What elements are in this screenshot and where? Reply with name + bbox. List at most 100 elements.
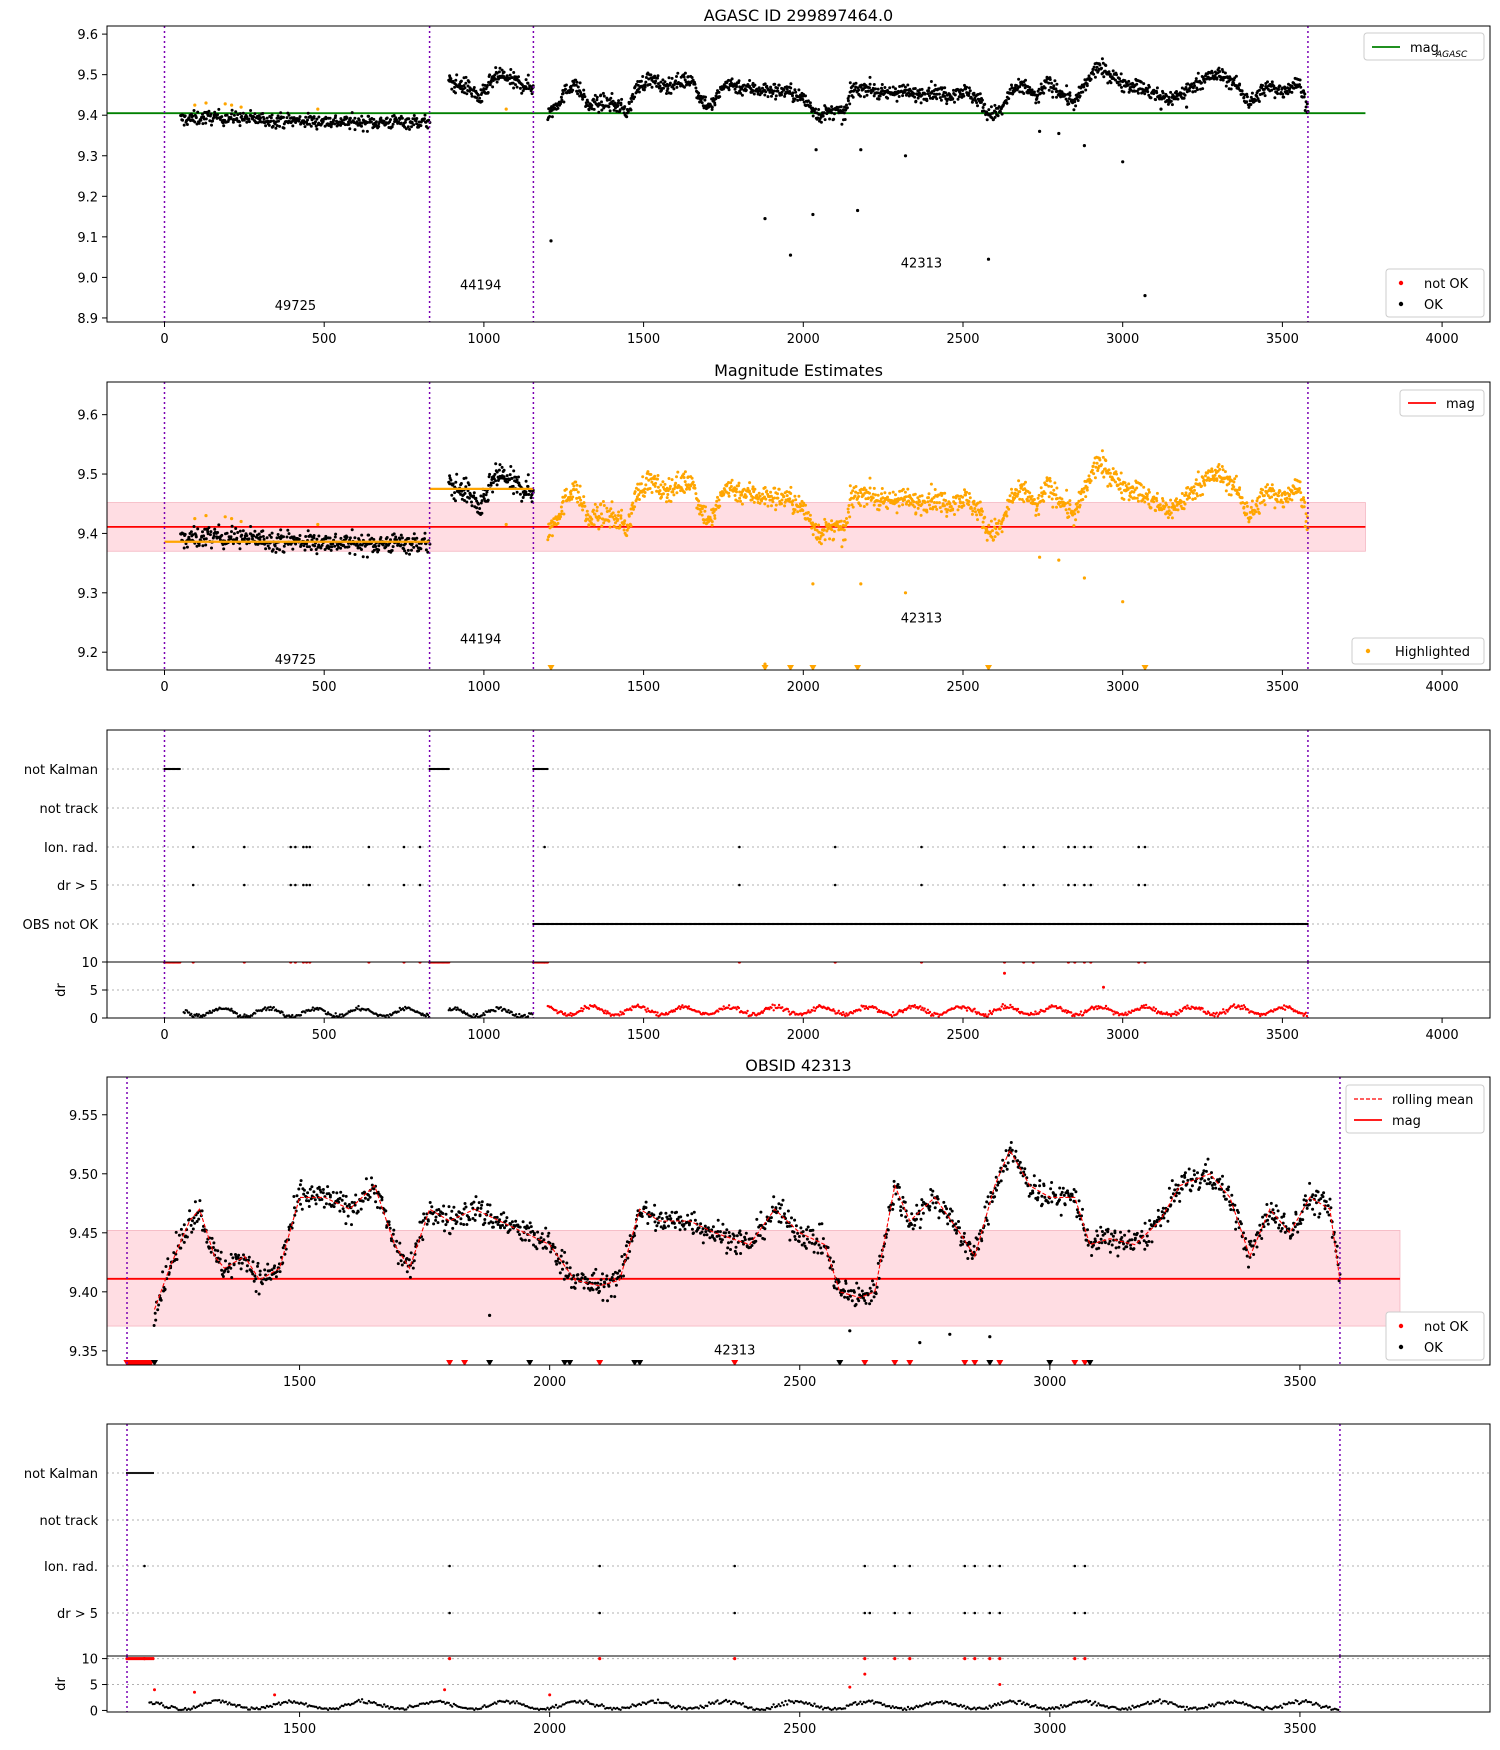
data-point [1304,105,1308,109]
data-point [774,97,778,101]
data-point [867,89,870,93]
highlight-point [851,505,855,509]
obsid-label: 44194 [460,279,501,294]
data-point [583,95,587,99]
data-point [770,94,773,98]
highlight-point [1059,500,1063,504]
data-point [914,99,918,103]
data-point [261,112,265,115]
highlight-point [675,475,678,479]
highlight-point [808,513,812,517]
dr-point [208,1009,211,1013]
highlight-point [1066,511,1069,515]
data-point [1286,92,1290,96]
highlight-point [903,490,907,494]
highlight-point [773,486,777,490]
data-point [1114,78,1117,82]
data-point [669,91,673,95]
data-point [292,535,296,539]
data-point [470,504,474,508]
data-point [1302,95,1306,99]
highlight-point [791,503,794,507]
highlight-point [1022,482,1026,486]
legend-box [1363,32,1485,61]
highlight-point [569,489,573,493]
highlight-point [1082,490,1086,494]
x-tick-label: 3500 [1266,680,1299,695]
data-point [229,116,233,119]
data-point [796,98,800,102]
data-point [1017,77,1021,81]
highlight-point [1149,506,1153,510]
flag-point [418,845,422,849]
highlight-point [631,501,635,505]
highlight-point [1039,486,1043,490]
dr-point [207,1012,210,1015]
highlight-point [925,510,929,514]
data-point [925,99,929,103]
data-point [526,473,530,477]
highlight-point [1255,499,1259,503]
highlight-point [903,498,906,502]
data-point [245,120,249,124]
highlight-point [1201,476,1205,480]
data-point [993,103,997,107]
data-point [932,92,936,96]
highlight-point [788,497,792,501]
flag-point [1003,883,1006,887]
flag-point [1143,845,1147,849]
data-point [1266,80,1269,84]
data-point [494,479,498,483]
data-point [806,99,810,103]
data-point [1200,81,1203,85]
data-point [208,533,212,537]
data-point [1055,82,1059,86]
highlight-point [871,492,875,496]
highlight-point [862,505,866,508]
data-point [865,93,869,97]
data-point [752,92,756,96]
data-point [842,111,846,115]
data-point [410,548,413,552]
data-point [400,116,404,120]
data-point [465,500,469,504]
dr-point [183,1011,186,1015]
flag-point [243,845,246,849]
data-point [700,101,704,105]
highlight-point [1191,497,1195,501]
highlight-point [656,474,660,477]
highlight-point [571,495,575,499]
data-point [269,119,273,123]
dr-point [185,1009,189,1012]
data-point [710,108,714,111]
flag-point [1073,883,1077,887]
highlight-point [1027,499,1031,503]
highlight-point [1095,461,1099,465]
data-point [1104,64,1108,67]
highlight-point [1276,500,1280,504]
outlier-point [859,148,863,152]
data-point [500,68,504,72]
data-point [497,468,501,472]
x-tick-label: 2500 [946,332,979,347]
highlight-low-marker [761,665,769,670]
data-point [618,108,622,112]
highlight-point [1303,525,1307,528]
highlight-point [1299,491,1303,495]
data-point [488,83,492,87]
data-point [298,534,302,537]
highlight-point [1183,502,1187,506]
data-point [916,96,920,100]
data-point [410,120,414,124]
data-point [1262,91,1266,95]
data-point [1055,95,1058,99]
data-point [360,124,363,128]
data-point [330,545,334,549]
highlight-point [1233,477,1237,481]
data-point [490,478,494,481]
data-point [776,89,780,93]
data-point [611,99,615,103]
data-point [249,532,253,536]
data-point [1305,102,1309,106]
highlight-point [1038,555,1042,559]
